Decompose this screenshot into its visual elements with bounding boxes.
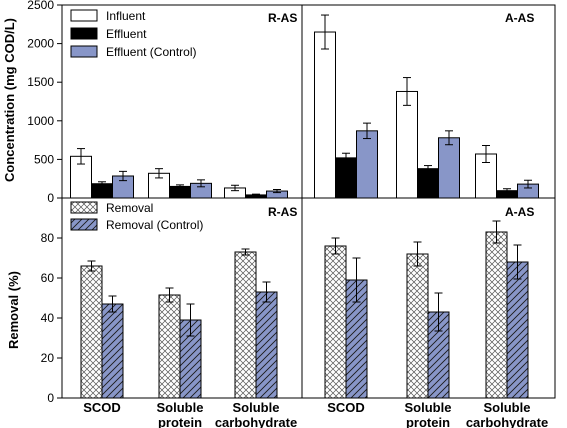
panel-title-bottom-left: R-AS [268, 205, 297, 219]
x-category-label: Soluble [157, 400, 204, 415]
bar-a-as-removal-control--2 [506, 261, 529, 399]
x-category-label: carbohydrate [466, 415, 548, 428]
bar-r-as-removal-0 [80, 265, 103, 399]
panel-title-top-right: A-AS [505, 11, 534, 25]
bar-r-as-removal-control--2 [255, 291, 278, 399]
y-axis-title-concentration: Concentration (mg COD/L) [2, 18, 17, 182]
panel-title-bottom-right: A-AS [505, 205, 534, 219]
legend-label-removal: Removal [106, 201, 153, 215]
x-category-label: Soluble [484, 400, 531, 415]
y-tick-label: 2500 [27, 0, 54, 12]
x-category-label: SCOD [327, 400, 365, 415]
y-tick-label: 1000 [27, 114, 54, 128]
x-category-label: Soluble [405, 400, 452, 415]
legend-swatch-removal-control [70, 218, 98, 231]
legend-swatch-effluent [70, 27, 98, 40]
legend-label-effluent-control: Effluent (Control) [106, 45, 197, 59]
legend-swatch-influent [70, 9, 98, 22]
legend-swatch-effluent-control [70, 45, 98, 58]
y-tick-label: 2000 [27, 37, 54, 51]
x-category-label: protein [158, 415, 202, 428]
bar-r-as-removal-1 [158, 294, 181, 399]
bar-r-as-removal-2 [234, 251, 257, 399]
legend-label-removal-control: Removal (Control) [106, 218, 203, 232]
bar-a-as-effluent-control--0 [356, 130, 378, 199]
legend-label-influent: Influent [106, 9, 146, 23]
legend-swatch-removal [70, 201, 98, 214]
bar-a-as-influent-1 [396, 90, 418, 199]
bar-r-as-removal-control--0 [101, 303, 124, 399]
x-category-label: carbohydrate [215, 415, 297, 428]
x-category-label: Soluble [233, 400, 280, 415]
panel-title-top-left: R-AS [268, 11, 297, 25]
legend-bottom: Removal Removal (Control) [70, 201, 203, 232]
y-tick-label: 0 [47, 191, 54, 205]
bar-a-as-effluent-control--1 [438, 137, 460, 199]
y-tick-label: 60 [41, 271, 55, 285]
x-category-label: protein [406, 415, 450, 428]
y-tick-label: 1500 [27, 75, 54, 89]
legend-label-effluent: Effluent [106, 27, 147, 41]
y-tick-label: 80 [41, 231, 55, 245]
bar-a-as-removal-2 [485, 231, 508, 399]
y-tick-label: 40 [41, 311, 55, 325]
y-tick-label: 500 [34, 152, 54, 166]
y-axis-title-removal: Removal (%) [6, 271, 21, 349]
y-tick-label: 20 [41, 351, 55, 365]
x-category-label: SCOD [83, 400, 121, 415]
bar-a-as-influent-0 [314, 31, 336, 199]
bar-a-as-removal-0 [324, 245, 347, 399]
bar-a-as-effluent-0 [335, 157, 357, 199]
bar-a-as-removal-1 [406, 253, 429, 399]
plot-frame-1 [61, 197, 556, 399]
y-tick-label: 0 [47, 391, 54, 405]
bar-a-as-effluent-1 [417, 168, 439, 199]
legend-top: Influent Effluent Effluent (Control) [70, 9, 197, 59]
